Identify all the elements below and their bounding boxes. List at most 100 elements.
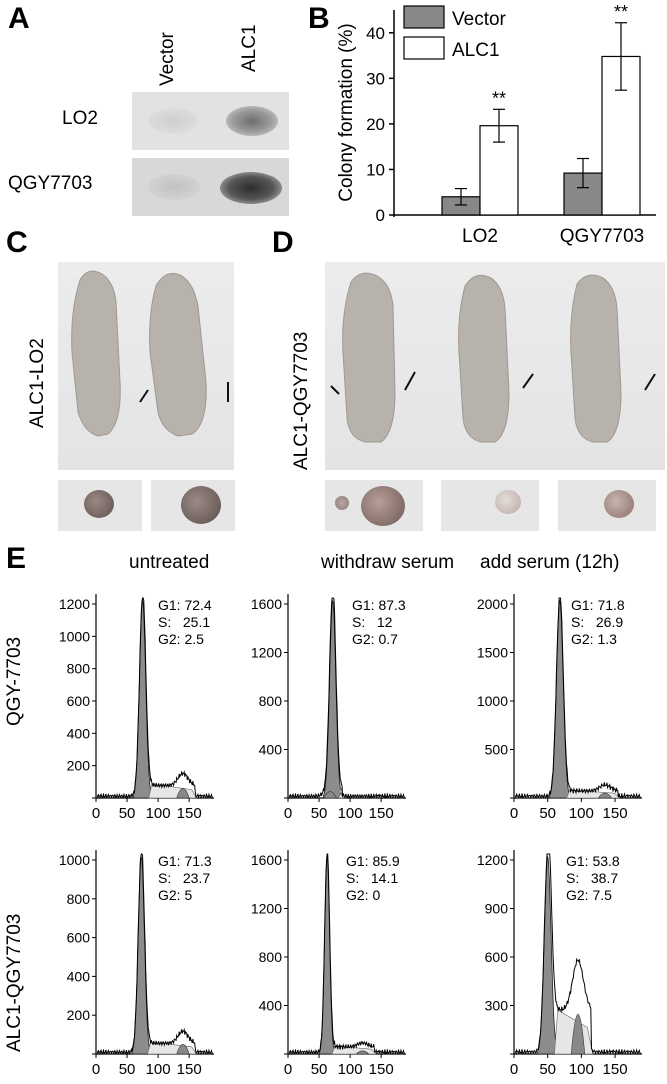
tumor-arrow (330, 385, 340, 395)
panel-label-c: C (6, 226, 28, 259)
y-tick-label: 300 (485, 998, 509, 1014)
x-tick-label: 150 (603, 805, 628, 822)
y-tick-label: 800 (259, 693, 283, 709)
colony-formation-chart: 0 10 20 30 40 Colony formation (%) ** LO2 ** QGY7… (336, 2, 656, 247)
flow-column-untreated: untreated (129, 552, 210, 573)
x-tick-label: 0 (284, 1061, 292, 1078)
panel-label-a: A (8, 2, 30, 35)
x-tick-label: 100 (569, 1061, 594, 1078)
y-tick-label: 200 (67, 1007, 91, 1023)
x-tick-label: 0 (92, 1061, 100, 1078)
blot-column-alc1: ALC1 (239, 24, 260, 72)
flow-histogram: 400 800 1200 1600 0 50 100 150 (251, 850, 406, 1078)
flow-stats: G1: 72.4 S: 25.1 G2: 2.5 (158, 597, 212, 647)
y-tick-label: 800 (67, 661, 91, 677)
blot-image-qgy7703 (132, 158, 289, 216)
y-tick-label: 1600 (251, 596, 282, 612)
blot-image-lo2 (132, 92, 289, 150)
y-tick-label: 10 (366, 160, 385, 179)
flow-histogram: 400 800 1200 1600 0 50 100 150 (251, 594, 406, 822)
y-tick-label: 30 (366, 69, 385, 88)
panel-label-d: D (272, 226, 294, 259)
x-tick-label: 100 (338, 805, 363, 822)
flow-stats: G1: 85.9 S: 14.1 G2: 0 (346, 853, 400, 903)
x-tick-label: 0 (92, 805, 100, 822)
x-tick-label: 100 (569, 805, 594, 822)
panel-label-e: E (6, 542, 27, 575)
mice-photo-qgy7703 (325, 262, 665, 470)
flow-stats: G1: 71.3 S: 23.7 G2: 5 (158, 853, 212, 903)
x-tick-label: 0 (510, 1061, 518, 1078)
tumor-photo (325, 480, 423, 531)
tumor-photo (558, 480, 656, 531)
flow-histogram: 500 1000 1500 2000 0 50 100 150 (477, 594, 642, 822)
legend-label: Vector (452, 9, 507, 30)
bar (479, 125, 519, 216)
x-tick-label: 150 (369, 1061, 394, 1078)
y-tick-label: 1200 (251, 901, 282, 917)
x-tick-label: 0 (284, 805, 292, 822)
s-phase-area (338, 787, 345, 799)
mice-photo-lo2 (58, 262, 234, 470)
x-tick-label: 50 (311, 805, 328, 822)
tumor-arrow (522, 373, 534, 389)
x-tick-label: 50 (311, 1061, 328, 1078)
x-tick-label: 50 (539, 805, 556, 822)
y-axis-label: Colony formation (%) (336, 23, 357, 201)
y-tick-label: 20 (366, 115, 385, 134)
y-tick-label: 1500 (477, 645, 508, 661)
g1-peak (323, 599, 343, 799)
y-tick-label: 1200 (251, 645, 282, 661)
flow-histogram: 200 400 600 800 1000 0 50 100 150 (59, 850, 214, 1078)
blot-column-vector: Vector (157, 32, 178, 86)
y-tick-label: 800 (259, 949, 283, 965)
flow-row-alc1-qgy7703: ALC1-QGY7703 (4, 913, 25, 1052)
tumor-arrow (404, 371, 416, 391)
y-tick-label: 800 (67, 891, 91, 907)
x-tick-label: 50 (539, 1061, 556, 1078)
y-tick-label: 400 (67, 725, 91, 741)
y-tick-label: 1200 (477, 852, 508, 868)
x-tick-label: 50 (119, 805, 136, 822)
tumor-photo (441, 480, 539, 531)
histogram-trace (288, 853, 405, 1056)
g2-peak (597, 792, 613, 799)
x-tick-label: 50 (119, 1061, 136, 1078)
tumor-arrow (139, 389, 149, 403)
y-tick-label: 400 (259, 742, 283, 758)
y-tick-label: 2000 (477, 596, 508, 612)
flow-histogram: 200 400 600 800 1000 1200 0 50 100 150 (59, 594, 214, 822)
flow-stats: G1: 53.8 S: 38.7 G2: 7.5 (566, 853, 620, 903)
x-tick-label: 150 (369, 805, 394, 822)
histogram-trace (514, 853, 641, 1056)
x-tick-label: QGY7703 (560, 226, 645, 247)
legend-swatch (403, 5, 445, 29)
y-tick-label: 600 (67, 930, 91, 946)
legend-swatch (403, 36, 445, 60)
tumor-photo (58, 480, 142, 531)
y-tick-label: 1000 (59, 628, 90, 644)
significance-marker: ** (492, 88, 506, 108)
y-tick-label: 900 (485, 901, 509, 917)
x-tick-label: 100 (146, 1061, 171, 1078)
panel-label-b: B (308, 2, 330, 35)
flow-column-add-serum: add serum (12h) (480, 552, 620, 573)
legend-label: ALC1 (452, 40, 500, 61)
y-tick-label: 1000 (59, 852, 90, 868)
y-tick-label: 600 (485, 949, 509, 965)
flow-stats: G1: 71.8 S: 26.9 G2: 1.3 (571, 597, 625, 647)
histogram-trace (514, 597, 641, 799)
g2-peak (323, 791, 337, 799)
x-tick-label: 150 (177, 805, 202, 822)
x-tick-label: 150 (603, 1061, 628, 1078)
tumor-arrow (644, 373, 656, 391)
y-tick-label: 0 (376, 206, 385, 225)
y-tick-label: 1200 (59, 596, 90, 612)
mice-label-alc1-qgy7703: ALC1-QGY7703 (291, 331, 312, 470)
y-tick-label: 400 (259, 998, 283, 1014)
x-tick-label: LO2 (462, 226, 498, 247)
y-tick-label: 40 (366, 24, 385, 43)
g2-peak (176, 788, 190, 799)
g2-peak (570, 1014, 586, 1055)
g2-peak (176, 1044, 190, 1055)
